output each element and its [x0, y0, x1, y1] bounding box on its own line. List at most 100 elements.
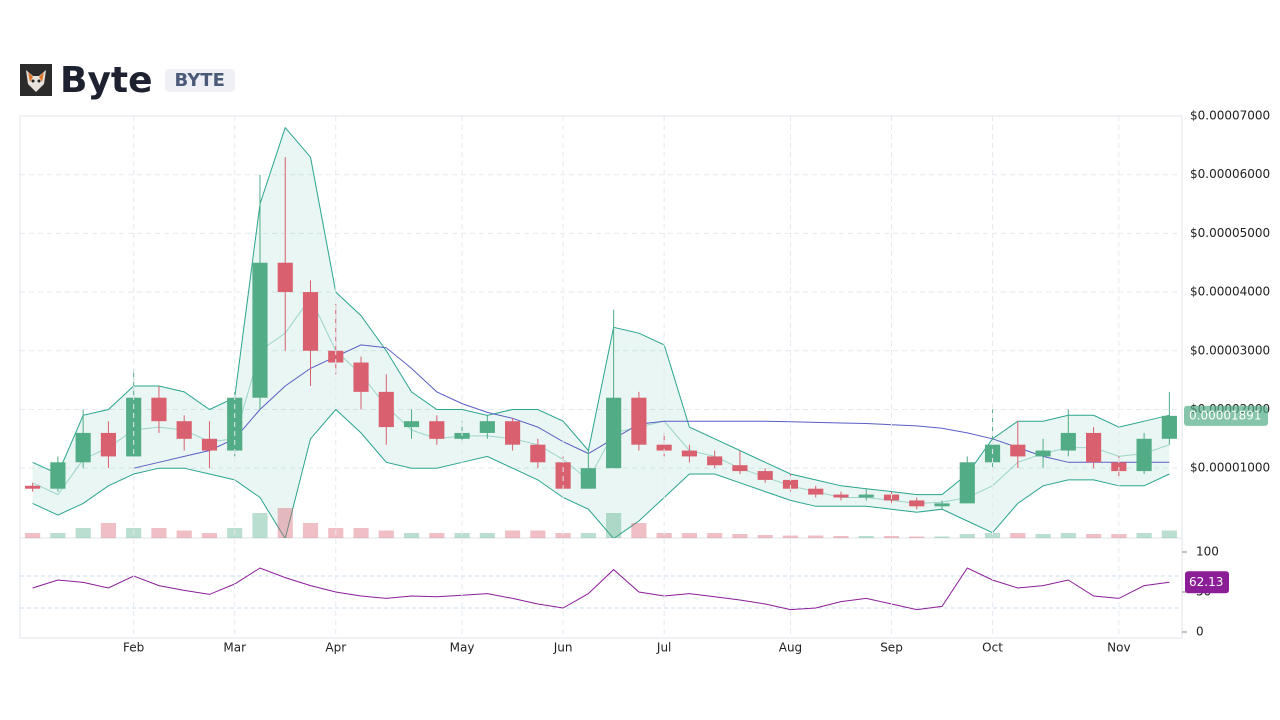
candle-body — [656, 444, 672, 451]
candle-body — [707, 456, 723, 466]
y-tick-label: $0.00006000 — [1190, 167, 1270, 181]
volume-bar — [757, 535, 773, 538]
y-tick-label: $0.00007000 — [1190, 109, 1270, 123]
candle-body — [1060, 432, 1076, 451]
volume-bar — [883, 536, 900, 538]
last-price-label: 0.00001891 — [1189, 408, 1262, 422]
x-tick-label: Oct — [982, 641, 1003, 655]
candle-body — [302, 292, 319, 351]
x-tick-label: Mar — [223, 641, 246, 655]
rsi-panel — [20, 567, 1182, 611]
band-middle — [32, 296, 1170, 504]
band-fill — [32, 127, 1170, 538]
candle-body — [858, 494, 874, 498]
volume-bar — [1136, 533, 1152, 538]
volume-bar — [454, 533, 470, 538]
candle-body — [252, 262, 268, 398]
volume-bar — [1111, 534, 1127, 538]
panel-border — [19, 115, 1183, 639]
candle-body — [808, 488, 824, 495]
volume-bar — [151, 528, 167, 538]
candle-body — [353, 362, 369, 392]
volume-bar — [505, 530, 521, 538]
volume-bar — [176, 530, 192, 538]
volume-bar — [732, 534, 748, 538]
volume-bar — [403, 533, 420, 538]
band-upper — [32, 126, 1170, 496]
volume-bar — [100, 523, 116, 538]
volume-bar — [50, 533, 66, 538]
candle-body — [580, 468, 596, 489]
volume-bar — [1161, 530, 1177, 538]
candle-body — [50, 462, 66, 489]
candle-body — [782, 479, 799, 489]
candle-body — [681, 450, 697, 457]
volume-bar — [555, 533, 571, 538]
candle-body — [378, 391, 394, 428]
candle-body — [1035, 450, 1051, 457]
coin-icon — [20, 64, 52, 96]
volume-bar — [631, 523, 647, 538]
candle-body — [151, 397, 167, 422]
rsi-tick-label: 100 — [1196, 545, 1219, 559]
x-tick-label: Feb — [123, 641, 144, 655]
last-price-tag — [1184, 405, 1268, 426]
candle-body — [1111, 462, 1127, 472]
title: Byte — [60, 59, 153, 101]
symbol-badge: BYTE — [164, 68, 235, 92]
x-tick-label: Nov — [1107, 641, 1130, 655]
candle-body — [328, 350, 344, 363]
volume-bar — [530, 530, 546, 538]
candle-body — [75, 432, 91, 463]
candle-body — [1161, 415, 1177, 439]
rsi-line — [32, 567, 1170, 611]
candle-body — [403, 421, 420, 428]
candle-body — [126, 397, 142, 457]
volume-bar — [353, 528, 369, 538]
y-tick-label: $0.00005000 — [1190, 226, 1270, 240]
volume-bar — [1086, 534, 1102, 538]
volume-bar — [25, 533, 41, 538]
rsi-tag — [1185, 571, 1229, 594]
candle-body — [277, 262, 293, 293]
candle-body — [732, 465, 748, 472]
price-panel — [20, 116, 1182, 538]
moving-average — [133, 344, 1170, 469]
candle-body — [934, 503, 950, 507]
volume-bar — [479, 533, 495, 538]
x-tick-label: Sep — [880, 641, 903, 655]
volume-bar — [984, 533, 1001, 538]
candle-body — [505, 421, 521, 445]
x-tick-label: May — [450, 641, 475, 655]
volume-bar — [606, 513, 622, 538]
band-lower — [32, 408, 1170, 538]
candle-body — [176, 421, 192, 439]
candle-body — [100, 432, 116, 457]
x-tick-label: Jun — [553, 641, 573, 655]
volume-bar — [277, 508, 293, 538]
candle-body — [429, 421, 445, 439]
candle-body — [555, 462, 571, 489]
volume-bar — [707, 533, 723, 538]
candle-body — [631, 397, 647, 445]
candle-body — [1010, 444, 1026, 457]
volume-bar — [782, 535, 799, 538]
volume-bar — [656, 533, 672, 538]
x-tick-label: Jul — [656, 641, 671, 655]
candle-body — [201, 438, 218, 451]
volume-bar — [1060, 533, 1076, 538]
volume-bar — [201, 533, 218, 538]
candle-body — [479, 421, 495, 433]
candle-body — [757, 471, 773, 480]
volume-bar — [378, 530, 394, 538]
y-tick-label: $0.00004000 — [1190, 285, 1270, 299]
volume-bar — [75, 528, 91, 538]
volume-bar — [934, 536, 950, 538]
candle-body — [959, 462, 975, 504]
y-tick-label: $0.00003000 — [1190, 343, 1270, 357]
candle-body — [909, 500, 925, 507]
volume-bar — [959, 534, 975, 538]
volume-bar — [429, 533, 445, 538]
